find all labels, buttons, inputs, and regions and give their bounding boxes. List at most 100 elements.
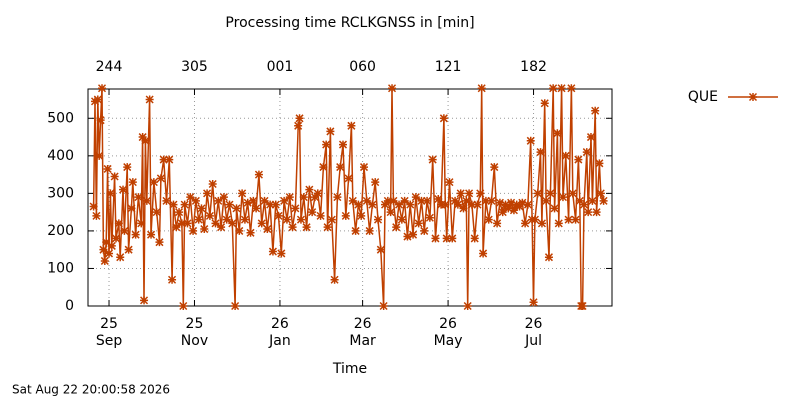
data-point (243, 198, 252, 207)
data-point (484, 215, 493, 224)
data-point (175, 208, 184, 217)
chart-title: Processing time RCLKGNSS in [min] (225, 15, 474, 31)
data-point (406, 200, 415, 209)
data-point (114, 219, 123, 228)
data-point (149, 178, 158, 187)
data-point (110, 172, 119, 181)
data-point (348, 196, 357, 205)
data-point (107, 241, 116, 250)
data-point (420, 226, 429, 235)
y-tick-label: 500 (47, 110, 74, 126)
data-point (540, 99, 549, 108)
data-point (582, 148, 591, 157)
data-point (530, 215, 539, 224)
data-point (183, 219, 192, 228)
data-point (336, 163, 345, 172)
data-point (368, 200, 377, 209)
data-point (240, 215, 249, 224)
data-point (285, 193, 294, 202)
data-point (322, 140, 331, 149)
data-point (397, 215, 406, 224)
data-point (232, 204, 241, 213)
data-point (205, 211, 214, 220)
series-line (92, 88, 605, 307)
data-point (362, 196, 371, 205)
data-point (473, 200, 482, 209)
data-point (462, 196, 471, 205)
data-point (249, 196, 258, 205)
data-point (386, 208, 395, 217)
data-point (354, 200, 363, 209)
data-point (123, 163, 132, 172)
x2-tick-label: 182 (520, 59, 547, 75)
data-point (536, 148, 545, 157)
data-point (96, 116, 105, 125)
footer: Sat Aug 22 20:00:58 2026 (12, 383, 170, 397)
data-point (467, 200, 476, 209)
data-point (268, 247, 277, 256)
data-point (326, 127, 335, 136)
data-point (159, 155, 168, 164)
data-point (425, 213, 434, 222)
data-point (359, 163, 369, 172)
data-point (487, 196, 496, 205)
data-point (409, 230, 418, 239)
data-point (168, 275, 177, 284)
data-point (558, 193, 567, 202)
data-point (288, 223, 297, 232)
data-point (579, 200, 589, 209)
data-point (521, 219, 530, 228)
data-point (588, 196, 597, 205)
data-point (596, 189, 605, 198)
data-point (341, 211, 350, 220)
data-point (470, 234, 479, 243)
data-point (523, 200, 532, 209)
data-point (574, 155, 583, 164)
data-point (257, 219, 266, 228)
data-point (252, 204, 261, 213)
data-point (379, 301, 388, 311)
data-point (571, 215, 580, 224)
data-point (476, 189, 485, 198)
data-point (347, 121, 356, 130)
data-point (423, 196, 432, 205)
data-point (490, 163, 499, 172)
data-point (313, 189, 322, 198)
data-point (445, 178, 454, 187)
legend-label: QUE (688, 89, 718, 105)
y-tick-label: 0 (65, 298, 74, 314)
data-point (165, 155, 174, 164)
data-point (254, 170, 263, 179)
data-point (147, 230, 156, 239)
y-tick-label: 300 (47, 185, 74, 201)
data-point (191, 196, 200, 205)
data-point (459, 204, 468, 213)
legend-marker (748, 92, 758, 102)
data-point (99, 245, 108, 254)
data-point (442, 234, 451, 243)
data-point (97, 84, 107, 93)
data-point (330, 275, 339, 284)
data-point (477, 84, 486, 93)
data-point (351, 226, 360, 235)
data-point (177, 219, 186, 228)
data-point (319, 163, 328, 172)
data-point (238, 189, 247, 198)
data-point (584, 208, 593, 217)
data-point (214, 196, 223, 205)
data-point (411, 193, 420, 202)
data-point (498, 208, 507, 217)
x-tick-label: 26 Jul (524, 316, 543, 349)
data-point (392, 223, 401, 232)
data-point (441, 200, 450, 209)
data-point (106, 189, 115, 198)
data-point (465, 189, 474, 198)
data-point (481, 196, 490, 205)
data-point (383, 196, 392, 205)
data-point (111, 234, 121, 243)
data-point (299, 193, 308, 202)
data-point (222, 215, 231, 224)
data-point (219, 193, 228, 202)
data-point (277, 249, 286, 258)
data-point (156, 174, 165, 183)
